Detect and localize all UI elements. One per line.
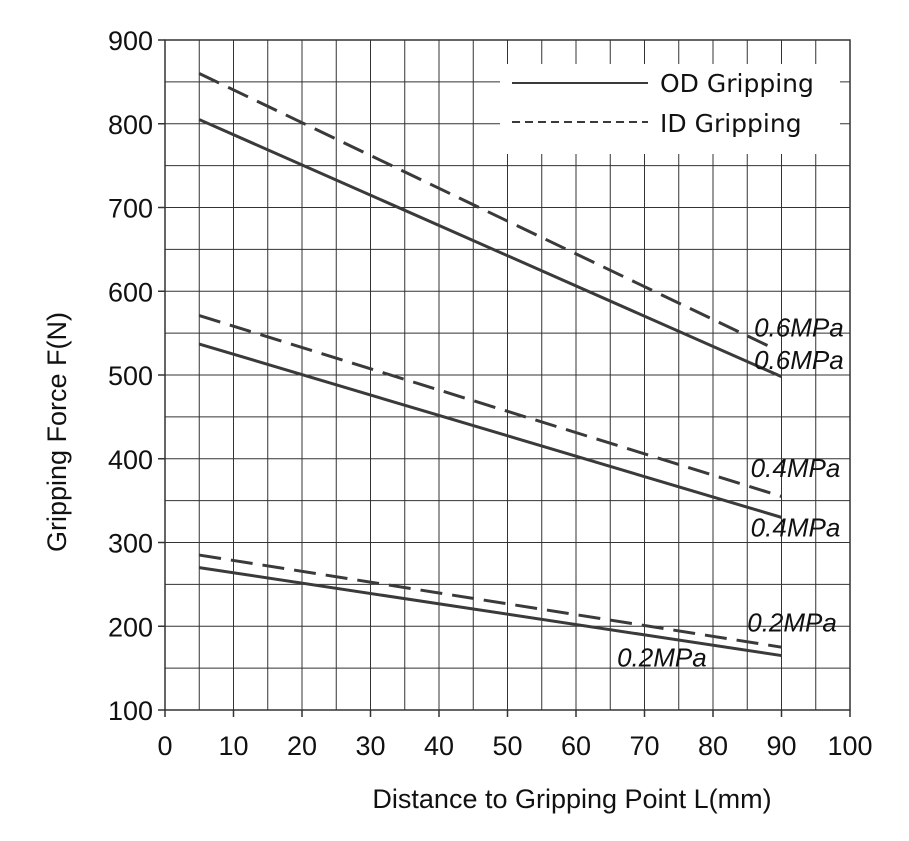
x-tick-label: 80	[698, 731, 728, 761]
y-axis-title: Gripping Force F(N)	[42, 312, 72, 552]
x-tick-label: 10	[218, 731, 248, 761]
legend-label-id: ID Gripping	[660, 109, 802, 138]
y-tick-label: 800	[108, 110, 153, 140]
series-line-id-gripping	[199, 553, 782, 649]
x-tick-label: 40	[424, 731, 454, 761]
pressure-label: 0.4MPa	[751, 513, 841, 543]
pressure-label: 0.4MPa	[751, 453, 841, 483]
legend-background	[500, 64, 840, 154]
y-tick-label: 200	[108, 612, 153, 642]
x-tick-label: 20	[287, 731, 317, 761]
series-lines	[198, 72, 783, 658]
legend: OD Gripping ID Gripping	[500, 64, 840, 154]
x-tick-labels: 0 10 20 30 40 50 60 70 80 90 100	[157, 710, 873, 761]
x-tick-label: 30	[355, 731, 385, 761]
y-tick-label: 600	[108, 277, 153, 307]
y-tick-label: 500	[108, 361, 153, 391]
pressure-label: 0.6MPa	[754, 345, 844, 375]
y-tick-label: 700	[108, 194, 153, 224]
x-axis-title: Distance to Gripping Point L(mm)	[372, 784, 771, 814]
x-tick-label: 90	[766, 731, 796, 761]
y-tick-label: 900	[108, 26, 153, 56]
series-line-od-gripping	[198, 118, 783, 379]
series-line-od-gripping	[199, 566, 782, 658]
x-tick-label: 70	[629, 731, 659, 761]
series-line-id-gripping	[198, 72, 769, 348]
x-tick-label: 0	[157, 731, 172, 761]
y-tick-label: 300	[108, 529, 153, 559]
legend-label-od: OD Gripping	[660, 69, 814, 98]
x-tick-label: 60	[561, 731, 591, 761]
pressure-label: 0.2MPa	[747, 607, 837, 637]
y-tick-labels: 100 200 300 400 500 600 700 800 900	[108, 26, 165, 726]
pressure-label: 0.6MPa	[754, 312, 844, 342]
x-tick-label: 50	[492, 731, 522, 761]
pressure-label: 0.2MPa	[617, 642, 707, 672]
series-line-od-gripping	[198, 342, 782, 519]
x-tick-label: 100	[827, 731, 872, 761]
series-line-id-gripping	[198, 314, 782, 498]
y-tick-label: 100	[108, 696, 153, 726]
y-tick-label: 400	[108, 445, 153, 475]
